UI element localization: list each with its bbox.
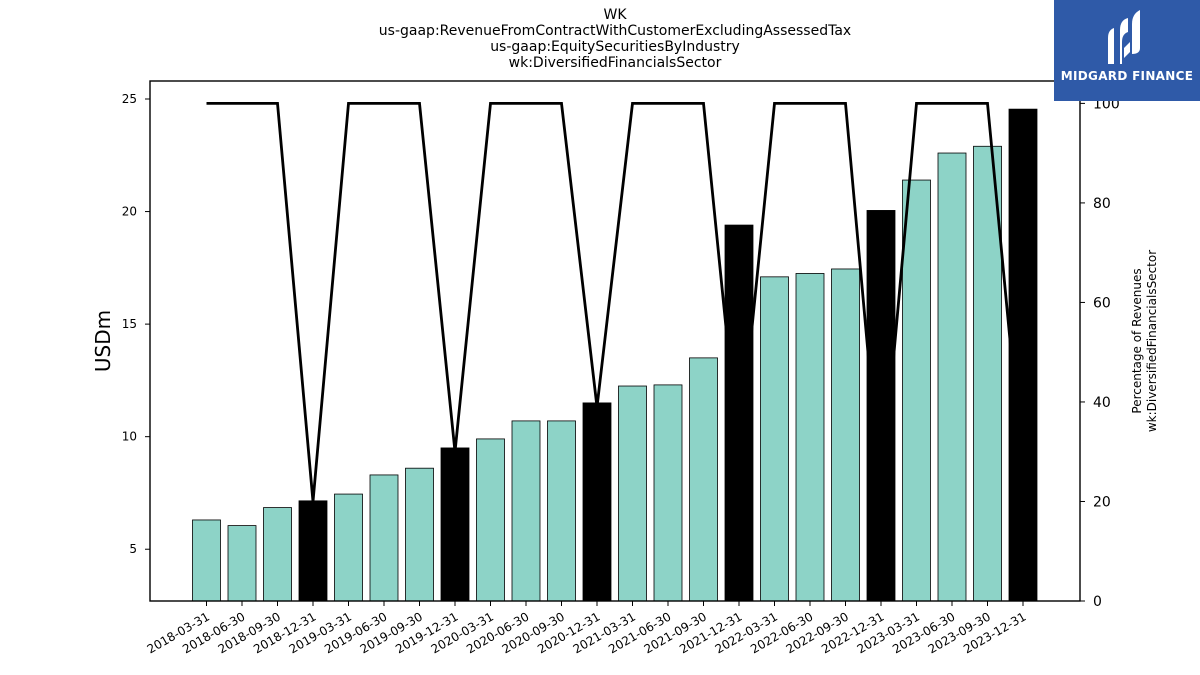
y-left-tick-label: 5 [129, 542, 137, 556]
y-left-tick-label: 20 [122, 205, 137, 219]
bar-2021-09-30 [689, 357, 718, 602]
y-left-tick-label: 10 [122, 430, 137, 444]
bar-2018-03-31 [192, 519, 221, 602]
y-right-tick-label: 60 [1093, 295, 1111, 311]
bar-2018-06-30 [227, 525, 257, 602]
bar-2019-03-31 [334, 493, 363, 602]
y-right-axis-label: wk:DiversifiedFinancialsSector [1145, 250, 1159, 432]
bar-2023-12-31 [1008, 108, 1038, 602]
bar-2020-12-31 [582, 402, 612, 602]
chart-title: WK us-gaap:RevenueFromContractWithCustom… [150, 7, 1080, 71]
bar-2022-03-31 [760, 276, 789, 602]
bar-series [192, 108, 1038, 602]
bar-2019-09-30 [405, 467, 434, 602]
y-right-axis-label: Percentage of Revenues [1130, 268, 1144, 413]
bar-2023-06-30 [937, 152, 967, 602]
bar-2019-06-30 [369, 474, 399, 602]
y-right-tick-label: 40 [1093, 395, 1111, 411]
bar-2019-12-31 [440, 447, 470, 602]
bar-2022-09-30 [831, 268, 860, 602]
bar-2020-03-31 [476, 438, 505, 602]
bar-2023-09-30 [973, 145, 1002, 602]
chart-title-line: wk:DiversifiedFinancialsSector [508, 55, 722, 71]
logo-mark-icon [1108, 10, 1140, 64]
y-left-axis-label: USDm [91, 310, 115, 372]
chart-title-line: us-gaap:RevenueFromContractWithCustomerE… [378, 23, 852, 39]
y-right-tick-label: 80 [1093, 196, 1111, 212]
y-left-tick-label: 15 [122, 317, 137, 331]
bar-2023-03-31 [902, 179, 931, 602]
y-right-tick-label: 20 [1093, 494, 1111, 510]
percentage-line [206, 101, 1025, 502]
bar-2021-03-31 [618, 385, 647, 602]
bar-2018-12-31 [298, 500, 328, 602]
midgard-finance-logo: MIDGARD FINANCE [1054, 0, 1200, 101]
percentage-line-series [206, 101, 1025, 502]
bar-2022-12-31 [866, 210, 896, 602]
bar-2022-06-30 [795, 273, 825, 602]
y-left-tick-label: 25 [122, 92, 137, 106]
bar-2021-12-31 [724, 224, 754, 602]
chart-title-line: us-gaap:EquitySecuritiesByIndustry [490, 39, 740, 55]
bar-2020-09-30 [547, 420, 576, 602]
logo-text: MIDGARD FINANCE [1060, 69, 1194, 83]
bar-2020-06-30 [511, 420, 541, 602]
chart-title-line: WK [603, 7, 627, 23]
plot-frame [149, 80, 1081, 602]
bar-2021-06-30 [653, 384, 683, 602]
y-right-tick-label: 0 [1093, 594, 1102, 610]
bar-2018-09-30 [263, 507, 292, 602]
